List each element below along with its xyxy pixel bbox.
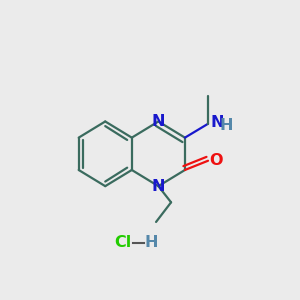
Text: H: H xyxy=(145,235,158,250)
Text: N: N xyxy=(211,115,224,130)
Text: H: H xyxy=(220,118,233,133)
Text: N: N xyxy=(152,178,165,194)
Text: N: N xyxy=(152,114,165,129)
Text: O: O xyxy=(209,153,222,168)
Text: Cl: Cl xyxy=(115,235,132,250)
